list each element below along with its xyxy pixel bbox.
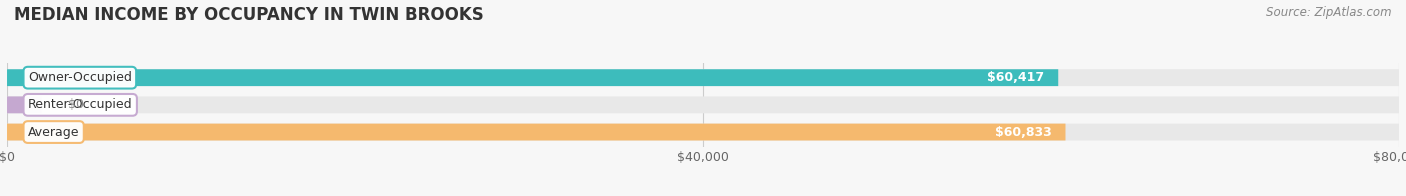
FancyBboxPatch shape [7, 124, 1066, 141]
Text: Average: Average [28, 126, 79, 139]
FancyBboxPatch shape [7, 124, 1399, 141]
Text: Owner-Occupied: Owner-Occupied [28, 71, 132, 84]
Text: $60,833: $60,833 [995, 126, 1052, 139]
FancyBboxPatch shape [7, 69, 1399, 86]
FancyBboxPatch shape [7, 96, 42, 113]
FancyBboxPatch shape [7, 96, 1399, 113]
FancyBboxPatch shape [7, 69, 1059, 86]
Text: Source: ZipAtlas.com: Source: ZipAtlas.com [1267, 6, 1392, 19]
Text: MEDIAN INCOME BY OCCUPANCY IN TWIN BROOKS: MEDIAN INCOME BY OCCUPANCY IN TWIN BROOK… [14, 6, 484, 24]
Text: Renter-Occupied: Renter-Occupied [28, 98, 132, 111]
Text: $0: $0 [67, 98, 84, 111]
Text: $60,417: $60,417 [987, 71, 1045, 84]
